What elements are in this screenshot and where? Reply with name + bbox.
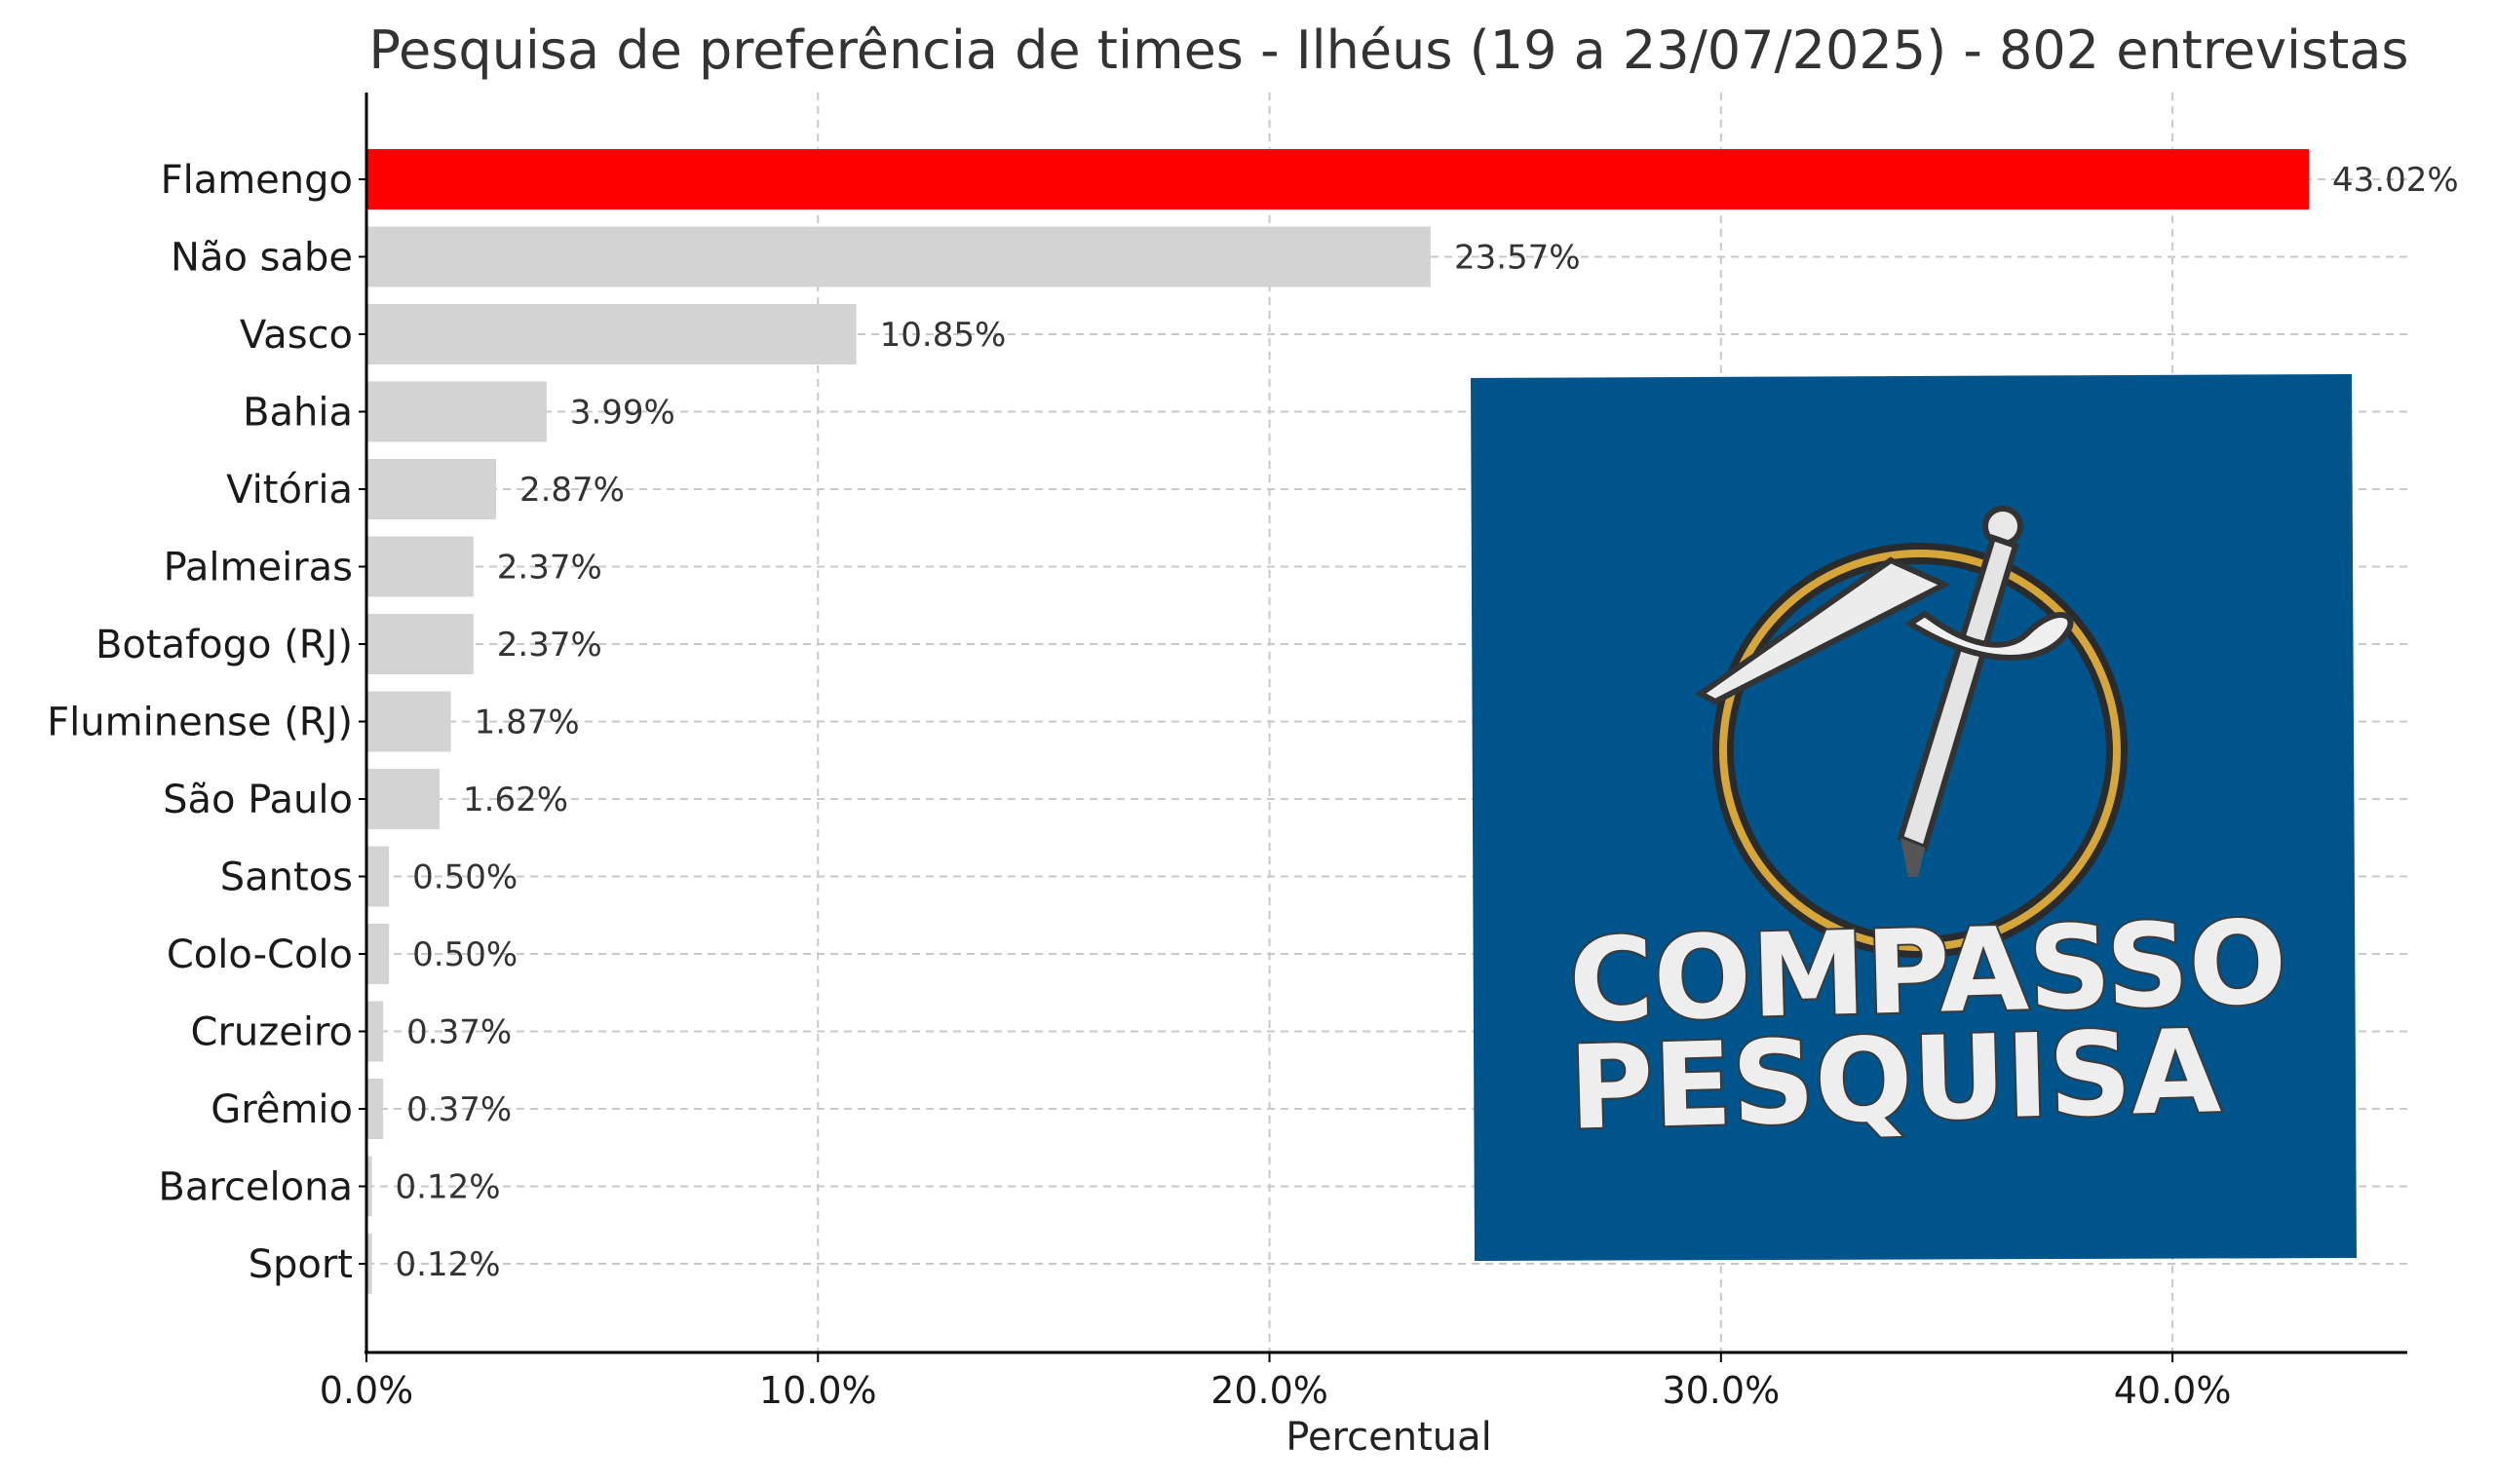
x-axis-title: Percentual <box>1286 1415 1491 1460</box>
category-label: Sport <box>249 1242 353 1287</box>
category-label: Grêmio <box>211 1087 353 1132</box>
category-label: Não sabe <box>171 236 353 281</box>
data-label: 2.37% <box>497 626 602 665</box>
bar-gr-mio <box>366 1079 384 1139</box>
data-label: 43.02% <box>2332 161 2459 200</box>
logo-text-line2: PESQUISA <box>1567 1004 2222 1155</box>
data-label: 0.50% <box>412 858 518 897</box>
bar-barcelona <box>366 1156 372 1217</box>
bar-cruzeiro <box>366 1001 384 1062</box>
data-label: 0.37% <box>406 1013 512 1052</box>
axes: 0.0% 10.0% 20.0% 30.0% 40.0% <box>320 93 2407 1412</box>
category-label: Flamengo <box>161 158 353 203</box>
category-label: Palmeiras <box>164 546 353 590</box>
bar-colo-colo <box>366 924 390 984</box>
category-label: Barcelona <box>158 1165 353 1210</box>
data-label: 10.85% <box>880 316 1007 355</box>
x-tick-label: 0.0% <box>320 1369 414 1412</box>
category-label: Bahia <box>243 391 353 436</box>
data-label: 23.57% <box>1454 239 1581 278</box>
logo: COMPASSO PESQUISA <box>1471 374 2357 1261</box>
bar-bahia <box>366 381 547 442</box>
x-tick-label: 20.0% <box>1210 1369 1328 1412</box>
bar-n-o-sabe <box>366 226 1431 287</box>
data-label: 3.99% <box>570 394 675 433</box>
category-label: Santos <box>220 856 353 900</box>
bar-santos <box>366 846 390 907</box>
logo-text-line1: COMPASSO <box>1567 894 2288 1047</box>
category-label: Vasco <box>240 313 353 358</box>
bar-botafogo-rj- <box>366 614 474 674</box>
x-tick-label: 30.0% <box>1662 1369 1780 1412</box>
bar-fluminense-rj- <box>366 691 451 752</box>
data-label: 0.37% <box>406 1090 512 1129</box>
data-label: 1.62% <box>463 780 568 819</box>
data-label: 1.87% <box>475 704 580 742</box>
category-label: São Paulo <box>163 778 353 822</box>
category-label: Cruzeiro <box>191 1010 353 1055</box>
category-label: Fluminense (RJ) <box>47 701 353 745</box>
bar-sport <box>366 1234 372 1294</box>
compass-icon <box>1695 506 2128 958</box>
data-label: 2.87% <box>519 471 625 510</box>
data-label: 0.50% <box>412 935 518 974</box>
chart-title: Pesquisa de preferência de times - Ilhéu… <box>368 19 2408 81</box>
category-label: Vitória <box>226 468 353 513</box>
x-tick-label: 40.0% <box>2114 1369 2232 1412</box>
category-label: Botafogo (RJ) <box>96 623 353 667</box>
bars: Flamengo 43.02% Não sabe 23.57% Vasco 10.85% B… <box>47 149 2459 1294</box>
category-label: Colo-Colo <box>167 932 353 977</box>
x-tick-label: 10.0% <box>759 1369 877 1412</box>
data-label: 2.37% <box>497 549 602 588</box>
bar-flamengo <box>366 149 2310 209</box>
bar-vasco <box>366 304 857 364</box>
bar-s-o-paulo <box>366 769 441 829</box>
data-label: 0.12% <box>396 1168 501 1207</box>
bar-vit-ria <box>366 459 496 519</box>
data-label: 0.12% <box>396 1245 501 1284</box>
bar-palmeiras <box>366 536 474 597</box>
